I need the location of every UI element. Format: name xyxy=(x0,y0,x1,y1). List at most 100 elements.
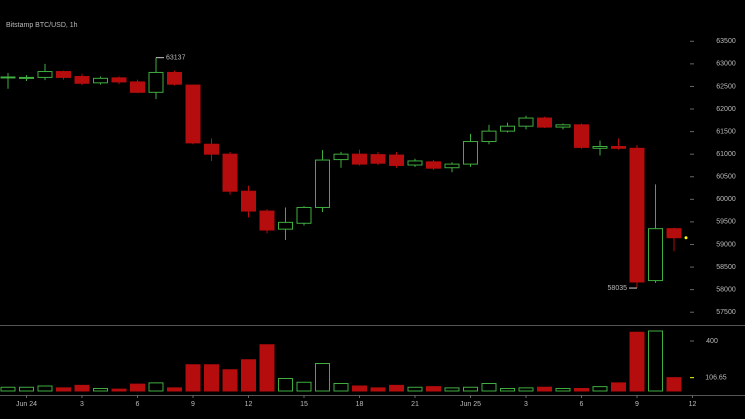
x-tick-label: 12 xyxy=(689,401,697,408)
x-tick-label: 9 xyxy=(191,401,195,408)
last-volume-label: 106.65 xyxy=(705,375,727,382)
low-label: 58035 xyxy=(608,285,628,292)
candle-body xyxy=(148,71,164,93)
volume-bar xyxy=(37,385,53,392)
candle-body xyxy=(500,125,515,132)
volume-bar xyxy=(259,344,275,392)
volume-bar xyxy=(370,387,386,392)
high-label: 63137 xyxy=(166,55,186,62)
y-tick-label: 61000 xyxy=(716,151,736,158)
volume-bar xyxy=(241,359,256,392)
candle-body xyxy=(185,84,201,144)
candle-body xyxy=(389,154,404,166)
x-tick-label: 9 xyxy=(635,401,639,408)
candle-body xyxy=(19,76,34,79)
volume-bar xyxy=(666,377,682,392)
y-tick-label: 58000 xyxy=(716,286,736,293)
candle-body xyxy=(37,71,53,78)
volume-bar xyxy=(389,384,404,392)
candle-body xyxy=(611,145,626,149)
volume-bar xyxy=(444,387,460,392)
volume-bar xyxy=(56,387,71,392)
x-tick-label: 3 xyxy=(524,401,528,408)
x-tick-label: Jun 24 xyxy=(16,401,37,408)
candle-body xyxy=(370,154,386,164)
x-tick-label: 21 xyxy=(411,401,419,408)
candle-body xyxy=(463,141,478,165)
x-tick-label: 6 xyxy=(580,401,584,408)
candle-body xyxy=(407,160,423,166)
candle-body xyxy=(93,77,108,84)
x-tick-label: 12 xyxy=(245,401,253,408)
volume-bar xyxy=(518,387,534,392)
candle-body xyxy=(204,143,219,155)
volume-bar xyxy=(167,387,182,392)
y-tick-label: 57500 xyxy=(716,309,736,316)
x-tick-label: Jun 25 xyxy=(460,401,481,408)
x-tick-label: 6 xyxy=(136,401,140,408)
candle-body xyxy=(574,124,589,148)
candle-body xyxy=(315,159,330,208)
volume-bar xyxy=(463,386,478,392)
y-tick-label: 60000 xyxy=(716,196,736,203)
volume-bar xyxy=(648,330,663,392)
y-tick-label: 58500 xyxy=(716,264,736,271)
chart-title: Bitstamp BTC/USD, 1h xyxy=(6,22,78,29)
volume-bar xyxy=(333,383,349,392)
volume-bar xyxy=(555,388,571,392)
y-tick-label: 59500 xyxy=(716,219,736,226)
candle-body xyxy=(648,228,663,282)
volume-bar xyxy=(481,383,497,392)
candle-body xyxy=(130,81,145,93)
volume-bar xyxy=(592,386,608,392)
volume-bar xyxy=(537,386,552,392)
volume-bar xyxy=(407,386,423,392)
candle-body xyxy=(74,76,90,84)
volume-bar xyxy=(19,386,34,392)
candle-body xyxy=(333,153,349,161)
volume-bar xyxy=(204,364,219,392)
volume-tick-label: 400 xyxy=(706,338,718,345)
volume-bar xyxy=(629,331,645,392)
candle-body xyxy=(167,71,182,85)
x-tick-label: 18 xyxy=(356,401,364,408)
candle-body xyxy=(555,124,571,128)
candle-body xyxy=(629,147,645,283)
candle-body xyxy=(0,76,16,79)
candle-body xyxy=(426,161,441,169)
candle-body xyxy=(444,163,460,169)
candle-body xyxy=(666,228,682,239)
y-tick-label: 62000 xyxy=(716,106,736,113)
x-tick-label: 15 xyxy=(300,401,308,408)
candle-body xyxy=(111,77,127,83)
volume-bar xyxy=(222,369,238,392)
y-tick-label: 62500 xyxy=(716,83,736,90)
last-price-dot xyxy=(684,236,688,240)
volume-bar xyxy=(296,381,312,392)
volume-bar xyxy=(74,384,90,392)
y-tick-label: 63500 xyxy=(716,38,736,45)
volume-bar xyxy=(574,388,589,392)
volume-bar xyxy=(93,388,108,392)
volume-bar xyxy=(500,388,515,392)
y-tick-label: 61500 xyxy=(716,128,736,135)
candle-body xyxy=(222,153,238,192)
volume-bar xyxy=(111,388,127,392)
candle-body xyxy=(352,153,367,165)
volume-bar xyxy=(278,378,293,392)
candle-body xyxy=(481,130,497,143)
volume-bar xyxy=(148,382,164,392)
volume-bar xyxy=(185,364,201,392)
candle-body xyxy=(56,71,71,78)
y-tick-label: 60500 xyxy=(716,174,736,181)
candle-body xyxy=(296,206,312,224)
volume-bar xyxy=(611,382,626,392)
candle-body xyxy=(259,210,275,231)
y-tick-label: 59000 xyxy=(716,241,736,248)
volume-bar xyxy=(0,386,16,392)
candle-body xyxy=(278,221,293,230)
volume-bar xyxy=(352,385,367,392)
volume-bar xyxy=(426,386,441,392)
volume-bar xyxy=(130,383,145,392)
